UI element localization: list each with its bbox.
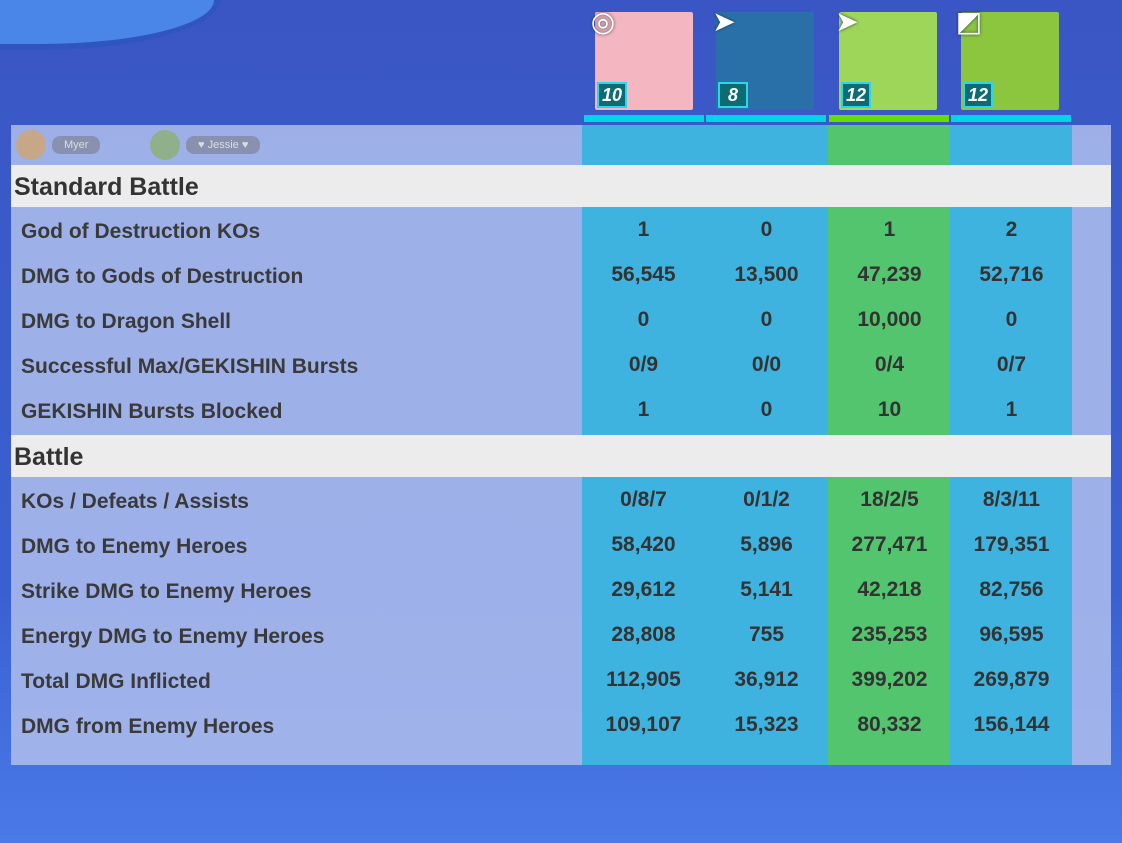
stat-value: 0 bbox=[760, 308, 773, 331]
team-bar bbox=[584, 115, 704, 122]
stat-value: 0/0 bbox=[751, 353, 782, 376]
stat-value: 399,202 bbox=[851, 668, 928, 691]
stat-value: 29,612 bbox=[611, 578, 676, 601]
stat-row: KOs / Defeats / Assists 0/8/7 0/1/2 18/2/5 8… bbox=[11, 480, 1072, 525]
stat-value: 2 bbox=[1005, 218, 1018, 241]
stat-row: DMG from Enemy Heroes 109,107 15,323 80,332… bbox=[11, 705, 1072, 750]
stat-value: 0 bbox=[760, 398, 773, 421]
stat-label: DMG to Dragon Shell bbox=[21, 310, 231, 333]
stat-label: Successful Max/GEKISHIN Bursts bbox=[21, 355, 359, 378]
stat-value: 0/1/2 bbox=[743, 488, 790, 511]
stat-value: 96,595 bbox=[979, 623, 1044, 646]
stat-value: 755 bbox=[748, 623, 785, 646]
chat-name: Myer bbox=[52, 136, 101, 154]
stat-value: 112,905 bbox=[606, 668, 681, 691]
level-badge: 10 bbox=[597, 82, 627, 108]
stat-label: Total DMG Inflicted bbox=[21, 670, 211, 693]
stat-value: 0/9 bbox=[628, 353, 659, 376]
stat-row: DMG to Gods of Destruction 56,545 13,500 47… bbox=[11, 255, 1072, 300]
stat-value: 0 bbox=[1005, 308, 1018, 331]
stat-value: 8/3/11 bbox=[982, 488, 1041, 511]
stat-value: 0/8/7 bbox=[620, 488, 667, 511]
stat-row: Energy DMG to Enemy Heroes 28,808 755 235,2… bbox=[11, 615, 1072, 660]
stat-value: 10 bbox=[877, 398, 902, 421]
stat-value: 47,239 bbox=[857, 263, 922, 286]
chat-avatar bbox=[16, 130, 46, 160]
stat-label: Energy DMG to Enemy Heroes bbox=[21, 625, 325, 648]
stat-value: 0/7 bbox=[996, 353, 1027, 376]
section-header: Standard Battle bbox=[11, 165, 1111, 207]
hero-portrait[interactable]: 12 bbox=[839, 12, 937, 110]
stat-value: 1 bbox=[637, 398, 650, 421]
team-bar bbox=[829, 115, 949, 122]
stat-row: God of Destruction KOs 1 0 1 2 bbox=[11, 210, 1072, 255]
section-header: Battle bbox=[11, 435, 1111, 477]
stat-value: 235,253 bbox=[851, 623, 928, 646]
chat-name: ♥ Jessie ♥ bbox=[186, 136, 261, 154]
stat-row: DMG to Enemy Heroes 58,420 5,896 277,471 179… bbox=[11, 525, 1072, 570]
stat-row: GEKISHIN Bursts Blocked 1 0 10 1 bbox=[11, 390, 1072, 435]
stat-value: 82,756 bbox=[979, 578, 1044, 601]
stat-value: 5,141 bbox=[740, 578, 793, 601]
chat-avatar bbox=[150, 130, 180, 160]
stat-value: 28,808 bbox=[611, 623, 676, 646]
level-badge: 12 bbox=[963, 82, 993, 108]
stat-value: 179,351 bbox=[973, 533, 1050, 556]
stat-value: 1 bbox=[637, 218, 650, 241]
stat-value: 42,218 bbox=[857, 578, 922, 601]
stat-value: 0/4 bbox=[874, 353, 905, 376]
corner-icon: ◩ bbox=[955, 6, 983, 37]
ring-icon: ◎ bbox=[590, 6, 616, 37]
hero-portrait[interactable]: 10 bbox=[595, 12, 693, 110]
level-badge: 8 bbox=[718, 82, 748, 108]
stat-row: Total DMG Inflicted 112,905 36,912 399,202 2… bbox=[11, 660, 1072, 705]
arrow-icon: ➤ bbox=[712, 6, 736, 37]
chat-bubble: ♥ Jessie ♥ bbox=[150, 130, 261, 160]
stat-value: 58,420 bbox=[611, 533, 676, 556]
stat-value: 1 bbox=[883, 218, 896, 241]
stat-row: Successful Max/GEKISHIN Bursts 0/9 0/0 0/4 0… bbox=[11, 345, 1072, 390]
stat-row: Strike DMG to Enemy Heroes 29,612 5,141 42,… bbox=[11, 570, 1072, 615]
stat-value: 269,879 bbox=[973, 668, 1050, 691]
stat-label: GEKISHIN Bursts Blocked bbox=[21, 400, 283, 423]
decorative-circle bbox=[0, 0, 220, 50]
stat-label: God of Destruction KOs bbox=[21, 220, 261, 243]
stat-value: 13,500 bbox=[734, 263, 799, 286]
stat-value: 52,716 bbox=[979, 263, 1044, 286]
stat-value: 0 bbox=[637, 308, 650, 331]
stat-value: 36,912 bbox=[734, 668, 799, 691]
stat-value: 56,545 bbox=[611, 263, 676, 286]
stat-label: Strike DMG to Enemy Heroes bbox=[21, 580, 312, 603]
chat-bubble: Myer bbox=[16, 130, 101, 160]
team-bar bbox=[706, 115, 826, 122]
stat-value: 156,144 bbox=[973, 713, 1050, 736]
stat-value: 1 bbox=[1005, 398, 1018, 421]
stat-label: KOs / Defeats / Assists bbox=[21, 490, 249, 513]
stat-value: 109,107 bbox=[605, 713, 682, 736]
stat-value: 15,323 bbox=[734, 713, 799, 736]
stat-value: 80,332 bbox=[857, 713, 922, 736]
stat-row: DMG to Dragon Shell 0 0 10,000 0 bbox=[11, 300, 1072, 345]
stat-label: DMG to Gods of Destruction bbox=[21, 265, 304, 288]
stat-value: 0 bbox=[760, 218, 773, 241]
stat-value: 10,000 bbox=[857, 308, 922, 331]
stat-value: 5,896 bbox=[740, 533, 793, 556]
stat-value: 277,471 bbox=[851, 533, 928, 556]
hero-portrait[interactable]: 12 bbox=[961, 12, 1059, 110]
arrow-icon: ➤ bbox=[835, 6, 859, 37]
level-badge: 12 bbox=[841, 82, 871, 108]
hero-portrait[interactable]: 8 bbox=[716, 12, 814, 110]
stat-label: DMG from Enemy Heroes bbox=[21, 715, 275, 738]
team-bar bbox=[951, 115, 1071, 122]
stat-value: 18/2/5 bbox=[860, 488, 919, 511]
stat-label: DMG to Enemy Heroes bbox=[21, 535, 248, 558]
